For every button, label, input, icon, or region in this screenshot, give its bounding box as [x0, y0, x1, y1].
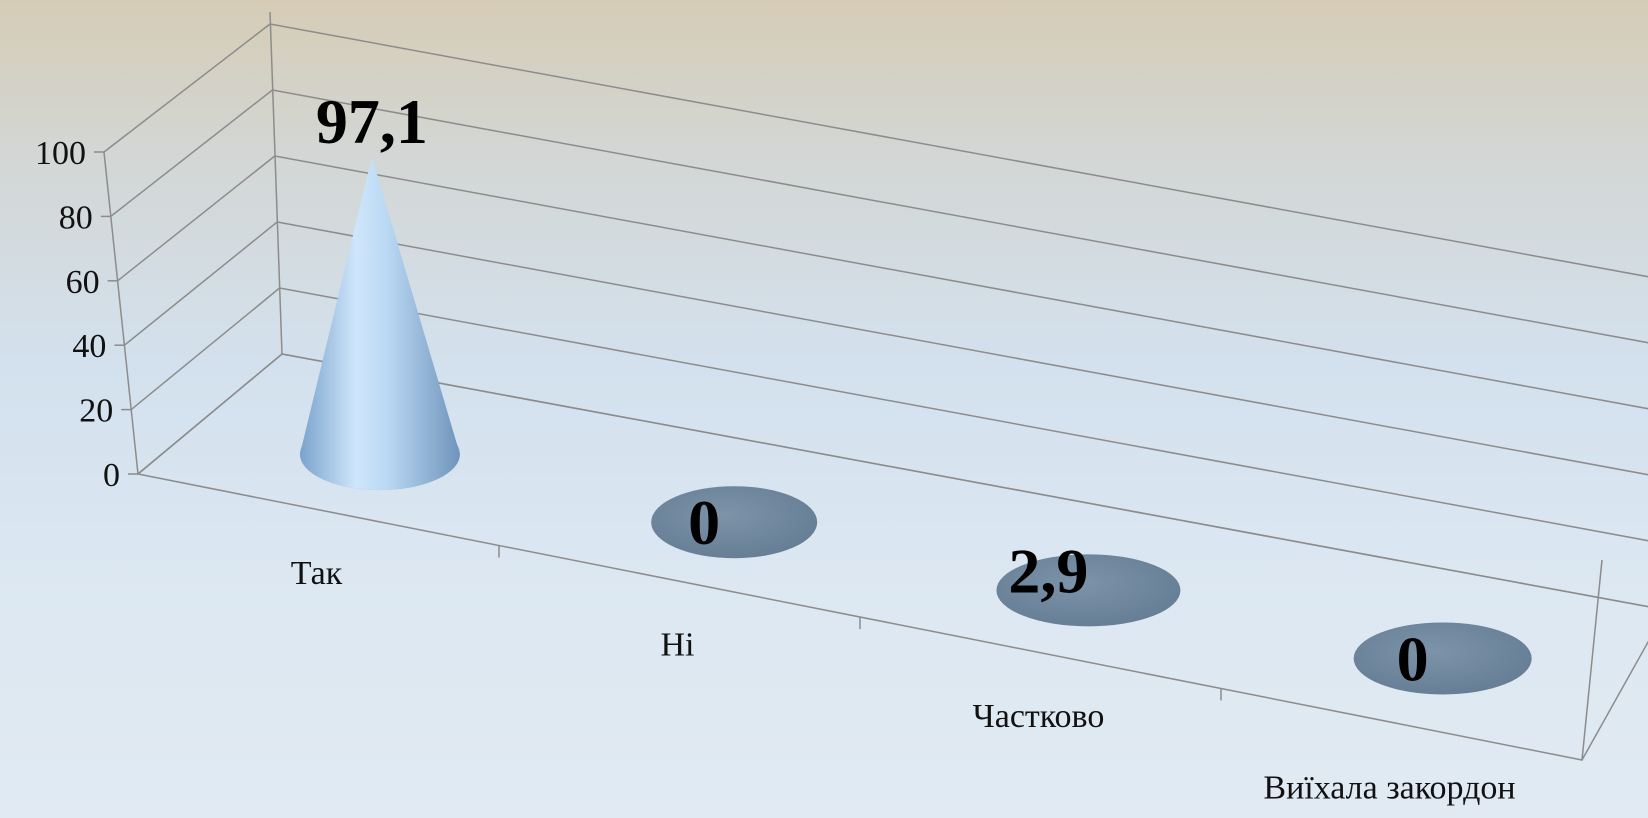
y-tick-label: 0	[103, 457, 120, 494]
category-label: Частково	[973, 698, 1105, 735]
right-edge	[1581, 559, 1603, 761]
data-label: 2,9	[1008, 535, 1088, 606]
category-label: Так	[291, 555, 343, 592]
gridline-back	[279, 287, 1648, 542]
gridline-back	[272, 89, 1648, 344]
data-label: 0	[688, 487, 720, 558]
chart-marks	[299, 157, 1532, 695]
category-label: Виїхала закордон	[1263, 769, 1515, 806]
floor-outline	[136, 353, 1648, 761]
gridline-side	[130, 287, 281, 411]
back-corner-edge	[269, 11, 283, 355]
category-labels: Так Ні Частково Виїхала закордон	[291, 555, 1516, 807]
y-tick-labels: 0 20 40 60 80 100	[35, 135, 120, 494]
gridline-back	[274, 155, 1648, 410]
axes	[94, 11, 1648, 761]
gridline-side	[103, 23, 271, 153]
gridline-back	[269, 23, 1648, 278]
y-tick-label: 20	[79, 393, 113, 430]
y-axis	[103, 151, 139, 475]
category-label: Ні	[661, 626, 695, 663]
cone-disc-mark	[996, 554, 1181, 627]
gridline-side	[117, 155, 276, 282]
y-tick-label: 80	[59, 199, 93, 236]
gridline-side	[123, 221, 278, 346]
gridline-back	[277, 221, 1648, 476]
cone-body	[299, 157, 460, 491]
cone-disc-mark	[1353, 622, 1532, 695]
y-tick-label: 100	[35, 135, 86, 172]
data-label: 0	[1397, 623, 1429, 694]
gridline-side	[110, 89, 273, 217]
cone-disc-mark	[651, 486, 818, 559]
y-tick-label: 60	[66, 264, 100, 301]
y-tick-label: 40	[72, 328, 106, 365]
cone-mark	[299, 157, 460, 491]
data-labels: 97,1 0 2,9 0	[316, 86, 1429, 694]
data-label: 97,1	[316, 86, 428, 157]
